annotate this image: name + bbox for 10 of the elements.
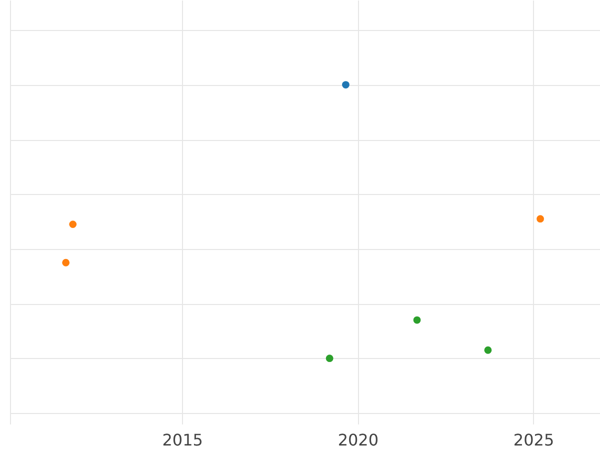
x-tick-label: 2025	[513, 430, 554, 450]
point	[326, 354, 334, 362]
point	[536, 215, 544, 223]
x-tick-label: 2015	[162, 430, 203, 450]
point	[484, 346, 492, 354]
point	[342, 81, 350, 88]
point	[413, 316, 421, 324]
point	[69, 220, 77, 228]
x-tick-label: 2020	[338, 430, 379, 450]
point	[62, 258, 70, 266]
